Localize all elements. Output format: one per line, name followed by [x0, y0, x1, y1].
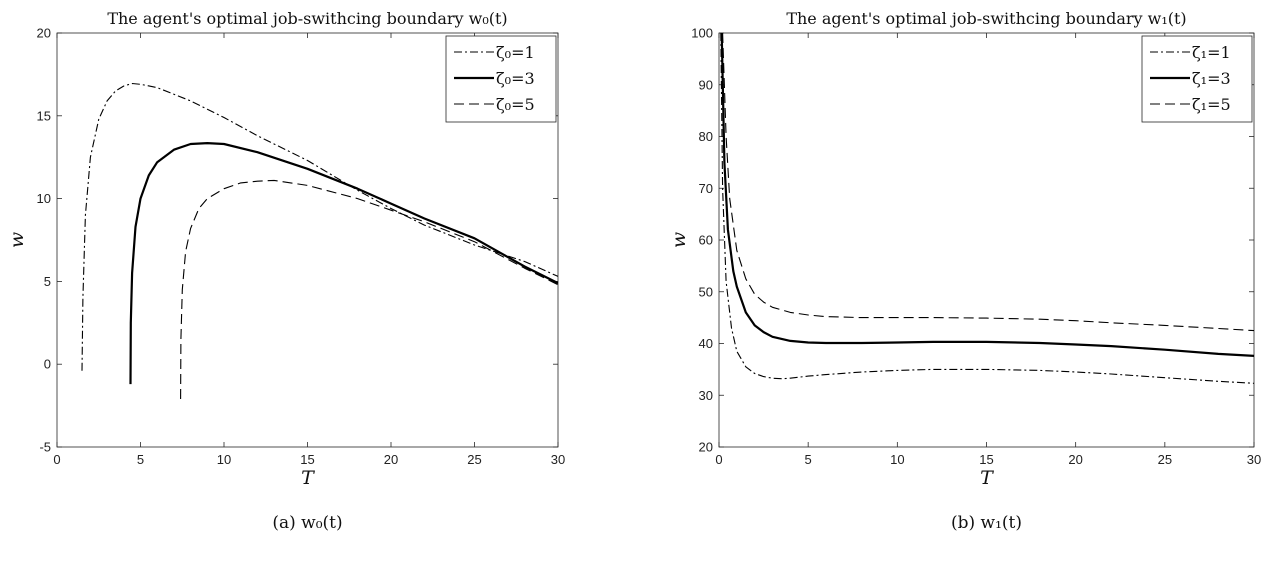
legend-label-3: ζ₀=5 — [496, 95, 535, 114]
series-line-2 — [129, 142, 558, 385]
y-tick-label: 100 — [691, 26, 713, 41]
x-tick-label: 30 — [1247, 452, 1261, 467]
x-tick-label: 5 — [805, 452, 812, 467]
x-tick-label: 25 — [467, 452, 481, 467]
y-tick-label: 20 — [37, 26, 51, 41]
y-tick-label: 40 — [699, 336, 713, 351]
legend-label-2: ζ₀=3 — [496, 69, 535, 88]
y-tick-label: -5 — [39, 440, 51, 455]
series-line-1 — [81, 82, 558, 371]
legend-label-3: ζ₁=5 — [1192, 95, 1231, 114]
chart-w0: The agent's optimal job-swithcing bounda… — [6, 9, 565, 533]
y-tick-label: 0 — [44, 357, 51, 372]
x-tick-label: 20 — [1068, 452, 1082, 467]
y-tick-label: 60 — [699, 233, 713, 248]
series-group — [81, 82, 558, 400]
x-tick-label: 0 — [53, 452, 60, 467]
series-line-2 — [720, 33, 1254, 357]
x-tick-label: 10 — [890, 452, 904, 467]
series-line-3 — [722, 33, 1254, 332]
legend: ζ₀=1 ζ₀=3 ζ₀=5 — [445, 35, 557, 123]
x-tick-label: 10 — [217, 452, 231, 467]
series-line-1 — [720, 33, 1254, 384]
chart-title: The agent's optimal job-swithcing bounda… — [786, 9, 1186, 28]
y-tick-label: 10 — [37, 191, 51, 206]
y-tick-label: 30 — [699, 388, 713, 403]
x-tick-label: 15 — [979, 452, 993, 467]
y-tick-label: 15 — [37, 108, 51, 123]
series-group — [720, 33, 1254, 384]
x-tick-label: 25 — [1158, 452, 1172, 467]
legend-label-1: ζ₁=1 — [1192, 43, 1231, 62]
chart-title: The agent's optimal job-swithcing bounda… — [107, 9, 507, 28]
series-line-3 — [180, 179, 558, 400]
x-tick-label: 15 — [300, 452, 314, 467]
x-axis-label: T — [301, 467, 315, 489]
y-tick-label: 80 — [699, 129, 713, 144]
y-axis-label: w — [6, 232, 28, 248]
x-tick-label: 0 — [715, 452, 722, 467]
chart-w1: The agent's optimal job-swithcing bounda… — [668, 9, 1261, 533]
figure-caption: (b) w₁(t) — [951, 513, 1022, 533]
y-tick-label: 90 — [699, 77, 713, 92]
x-axis-label: T — [980, 467, 994, 489]
legend-box — [445, 35, 557, 123]
y-tick-label: 70 — [699, 181, 713, 196]
x-tick-label: 20 — [384, 452, 398, 467]
y-tick-label: 5 — [44, 274, 51, 289]
legend-label-1: ζ₀=1 — [496, 43, 535, 62]
y-axis-label: w — [668, 232, 690, 248]
x-tick-label: 30 — [551, 452, 565, 467]
legend: ζ₁=1 ζ₁=3 ζ₁=5 — [1141, 35, 1253, 123]
y-tick-label: 20 — [699, 440, 713, 455]
figure-caption: (a) w₀(t) — [272, 513, 342, 533]
legend-label-2: ζ₁=3 — [1192, 69, 1231, 88]
x-tick-label: 5 — [137, 452, 144, 467]
y-tick-label: 50 — [699, 284, 713, 299]
